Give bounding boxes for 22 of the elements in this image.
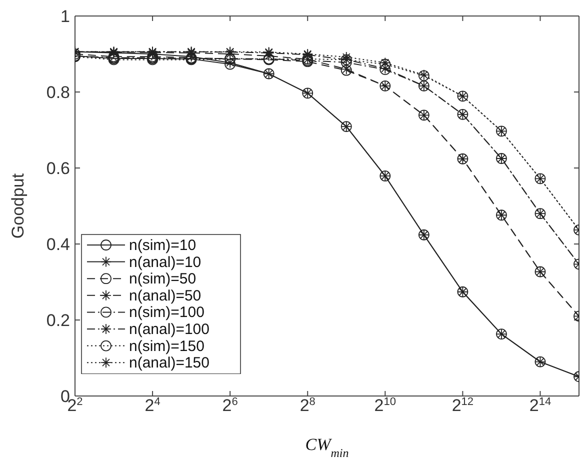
x-tick-label: 2$^{4}$ (144, 396, 160, 415)
legend-label: n(anal)=150 (129, 354, 210, 372)
legend-label: n(sim)=150 (129, 337, 204, 354)
y-tick-label: 0.6 (46, 159, 70, 178)
legend-label: n(sim)=10 (129, 236, 196, 254)
legend-label: n(sim)=100 (129, 304, 204, 321)
x-axis-title: CW$_{min}$ (305, 435, 349, 460)
y-tick-label: 0.2 (46, 311, 70, 330)
y-axis-title: Goodput (8, 173, 28, 239)
legend-label: n(anal)=10 (129, 253, 202, 270)
y-tick-label: 0.4 (46, 235, 70, 254)
y-tick-label: 0.8 (46, 83, 70, 102)
x-tick-label: 2$^{8}$ (300, 396, 316, 415)
x-tick-label: 2$^{10}$ (374, 396, 396, 415)
x-tick-label: 2$^{6}$ (222, 396, 238, 415)
legend-label: n(anal)=50 (129, 286, 202, 304)
legend-label: n(anal)=100 (129, 320, 210, 338)
x-tick-label: 2$^{14}$ (529, 396, 552, 415)
x-tick-label: 2$^{12}$ (452, 396, 474, 415)
y-tick-label: 1 (60, 7, 70, 26)
legend-label: n(sim)=50 (129, 270, 196, 288)
y-tick-label: 0 (60, 387, 70, 406)
